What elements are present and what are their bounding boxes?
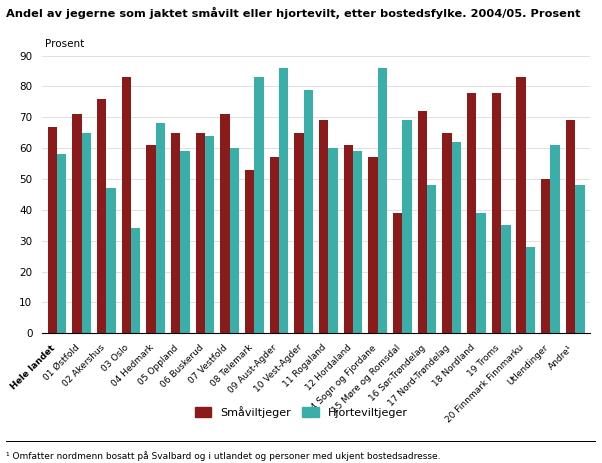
- Bar: [72, 114, 82, 333]
- Bar: [122, 77, 131, 333]
- Bar: [418, 111, 427, 333]
- Bar: [328, 148, 338, 333]
- Bar: [255, 77, 264, 333]
- Bar: [541, 179, 550, 333]
- Bar: [205, 136, 214, 333]
- Bar: [82, 133, 91, 333]
- Text: Prosent: Prosent: [45, 39, 84, 50]
- Bar: [368, 157, 377, 333]
- Bar: [220, 114, 230, 333]
- Bar: [566, 120, 575, 333]
- Bar: [97, 99, 107, 333]
- Bar: [452, 142, 461, 333]
- Bar: [377, 68, 387, 333]
- Bar: [107, 188, 116, 333]
- Bar: [196, 133, 205, 333]
- Bar: [146, 145, 156, 333]
- Bar: [57, 154, 66, 333]
- Bar: [344, 145, 353, 333]
- Bar: [517, 77, 526, 333]
- Bar: [171, 133, 181, 333]
- Bar: [270, 157, 279, 333]
- Bar: [476, 213, 486, 333]
- Bar: [402, 120, 412, 333]
- Bar: [319, 120, 328, 333]
- Text: Andel av jegerne som jaktet småvilt eller hjortevilt, etter bostedsfylke. 2004/0: Andel av jegerne som jaktet småvilt elle…: [6, 7, 580, 19]
- Bar: [245, 170, 255, 333]
- Bar: [501, 225, 510, 333]
- Bar: [427, 185, 436, 333]
- Bar: [48, 126, 57, 333]
- Bar: [131, 228, 140, 333]
- Bar: [353, 151, 362, 333]
- Bar: [279, 68, 288, 333]
- Bar: [492, 93, 501, 333]
- Bar: [550, 145, 560, 333]
- Bar: [181, 151, 190, 333]
- Bar: [526, 247, 535, 333]
- Bar: [304, 89, 313, 333]
- Bar: [393, 213, 402, 333]
- Text: ¹ Omfatter nordmenn bosatt på Svalbard og i utlandet og personer med ukjent bost: ¹ Omfatter nordmenn bosatt på Svalbard o…: [6, 451, 441, 461]
- Bar: [294, 133, 304, 333]
- Bar: [442, 133, 452, 333]
- Bar: [230, 148, 239, 333]
- Bar: [467, 93, 476, 333]
- Legend: Småviltjeger, Hjorteviltjeger: Småviltjeger, Hjorteviltjeger: [190, 402, 412, 423]
- Bar: [575, 185, 585, 333]
- Bar: [156, 124, 165, 333]
